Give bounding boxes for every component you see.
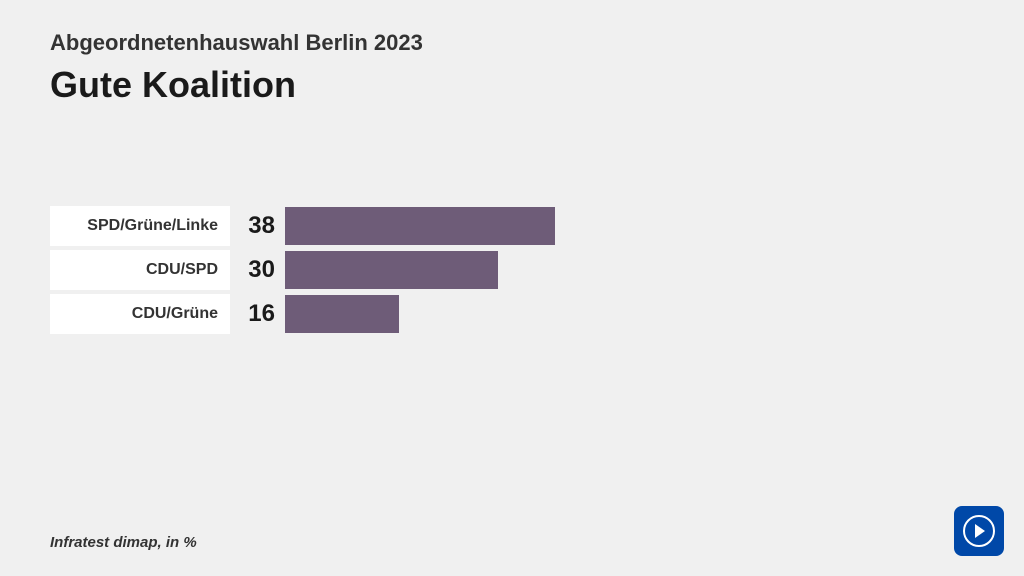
bar-container xyxy=(285,250,974,290)
bar xyxy=(285,251,498,289)
chart-subtitle: Abgeordnetenhauswahl Berlin 2023 xyxy=(50,30,974,56)
bar-chart: SPD/Grüne/Linke38CDU/SPD30CDU/Grüne16 xyxy=(50,206,974,334)
ard-logo-icon xyxy=(954,506,1004,556)
row-value: 30 xyxy=(230,250,285,290)
chart-row: CDU/Grüne16 xyxy=(50,294,974,334)
chart-row: SPD/Grüne/Linke38 xyxy=(50,206,974,246)
bar xyxy=(285,207,555,245)
bar-container xyxy=(285,294,974,334)
chart-title: Gute Koalition xyxy=(50,64,974,106)
row-value: 38 xyxy=(230,206,285,246)
source-attribution: Infratest dimap, in % xyxy=(50,534,197,551)
bar xyxy=(285,295,399,333)
bar-container xyxy=(285,206,974,246)
chart-container: Abgeordnetenhauswahl Berlin 2023 Gute Ko… xyxy=(0,0,1024,364)
row-value: 16 xyxy=(230,294,285,334)
row-label: CDU/SPD xyxy=(50,250,230,290)
chart-row: CDU/SPD30 xyxy=(50,250,974,290)
row-label: SPD/Grüne/Linke xyxy=(50,206,230,246)
row-label: CDU/Grüne xyxy=(50,294,230,334)
